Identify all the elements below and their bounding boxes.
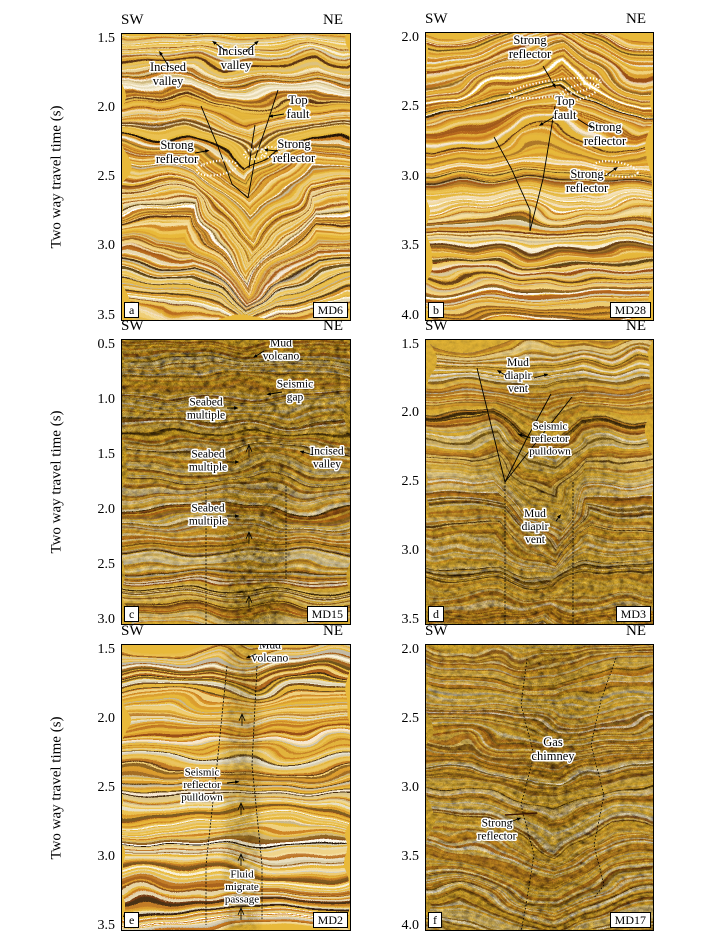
- svg-text:Incised: Incised: [218, 44, 255, 58]
- svg-text:passage: passage: [225, 893, 259, 905]
- svg-text:Mud: Mud: [507, 357, 529, 369]
- svg-text:volcano: volcano: [263, 350, 300, 362]
- svg-text:vent: vent: [508, 383, 529, 395]
- svg-text:Seabed: Seabed: [191, 449, 224, 461]
- svg-text:Mud: Mud: [524, 508, 546, 520]
- svg-text:Strong: Strong: [160, 138, 194, 152]
- svg-text:gap: gap: [287, 391, 304, 403]
- svg-text:pulldown: pulldown: [529, 445, 571, 457]
- svg-text:multiple: multiple: [187, 409, 225, 421]
- svg-text:Strong: Strong: [277, 137, 311, 151]
- svg-text:Gas: Gas: [543, 735, 563, 749]
- svg-text:reflector: reflector: [156, 152, 199, 166]
- svg-text:Strong: Strong: [513, 33, 547, 47]
- svg-text:fault: fault: [287, 107, 310, 121]
- svg-text:Mud: Mud: [259, 645, 281, 652]
- svg-text:valley: valley: [313, 458, 341, 470]
- svg-text:valley: valley: [221, 58, 252, 72]
- svg-text:Seismic: Seismic: [277, 379, 313, 391]
- svg-text:Seabed: Seabed: [189, 397, 222, 409]
- svg-text:Incised: Incised: [310, 446, 343, 458]
- svg-text:multiple: multiple: [189, 515, 227, 527]
- svg-text:Mud: Mud: [270, 340, 292, 350]
- svg-text:Incised: Incised: [150, 60, 187, 74]
- svg-text:reflector: reflector: [183, 779, 221, 791]
- svg-text:Fluid: Fluid: [230, 869, 254, 881]
- svg-text:reflector: reflector: [531, 433, 569, 445]
- svg-text:Top: Top: [555, 94, 574, 108]
- svg-text:diapir: diapir: [505, 370, 532, 382]
- svg-text:reflector: reflector: [478, 830, 517, 842]
- svg-text:volcano: volcano: [252, 652, 289, 664]
- svg-text:reflector: reflector: [509, 47, 552, 61]
- svg-text:vent: vent: [525, 534, 546, 546]
- svg-text:Top: Top: [288, 93, 307, 107]
- svg-text:Strong: Strong: [588, 120, 622, 134]
- svg-text:migrate: migrate: [225, 881, 259, 893]
- svg-text:diapir: diapir: [522, 521, 549, 533]
- svg-text:fault: fault: [554, 108, 577, 122]
- svg-text:valley: valley: [153, 74, 184, 88]
- svg-text:Strong: Strong: [482, 818, 513, 830]
- svg-text:reflector: reflector: [566, 181, 609, 195]
- svg-text:Seismic: Seismic: [533, 421, 568, 433]
- svg-text:reflector: reflector: [273, 151, 316, 165]
- svg-text:reflector: reflector: [584, 134, 627, 148]
- svg-text:Seabed: Seabed: [191, 503, 224, 515]
- svg-text:multiple: multiple: [189, 461, 227, 473]
- svg-text:Strong: Strong: [570, 167, 604, 181]
- svg-text:Seismic: Seismic: [185, 767, 220, 779]
- svg-text:pulldown: pulldown: [181, 791, 223, 803]
- svg-text:chimney: chimney: [531, 749, 575, 763]
